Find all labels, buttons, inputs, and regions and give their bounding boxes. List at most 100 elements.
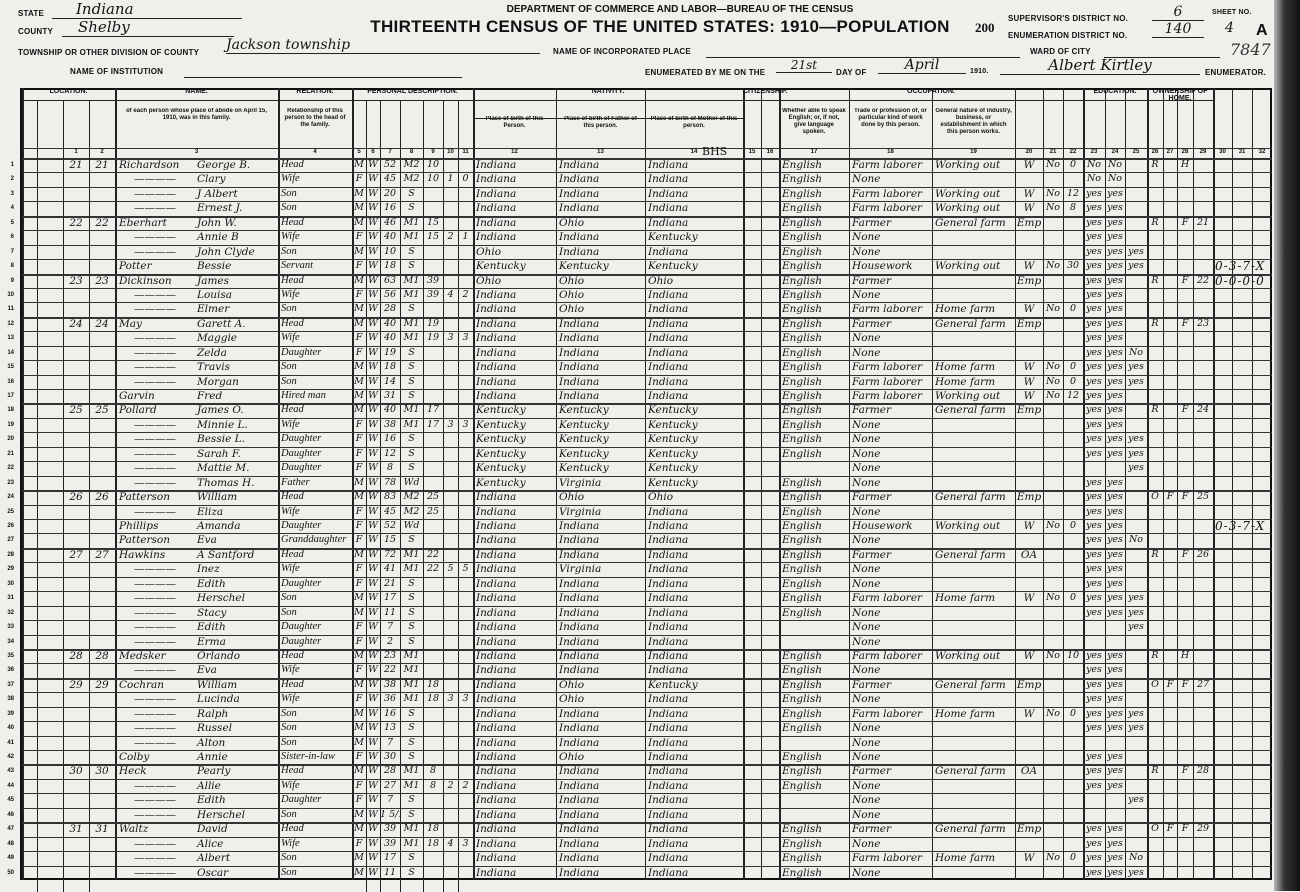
cell-farm: F: [1181, 274, 1189, 286]
cell-years-married: 8: [429, 779, 437, 791]
cell-birth: Indiana: [476, 361, 517, 374]
cell-relation: Daughter: [281, 635, 322, 647]
cell-race: W: [368, 866, 378, 878]
cell-sex: M: [354, 649, 364, 661]
cell-read: yes: [1086, 245, 1102, 257]
cell-birth: Indiana: [476, 678, 517, 691]
surname: ————: [134, 288, 176, 301]
cell-marital: S: [408, 534, 415, 546]
cell-age: 17: [383, 592, 397, 604]
column-number: 19: [970, 149, 977, 155]
cell-race: W: [368, 245, 378, 257]
line-number: 13: [7, 335, 14, 342]
cell-marital: M1: [403, 823, 420, 835]
cell-family: 30: [95, 765, 109, 778]
line-number: 16: [7, 378, 14, 385]
given-name: Amanda: [197, 520, 241, 532]
cell-dwelling: 31: [69, 823, 83, 836]
cell-father-birth: Indiana: [559, 664, 600, 677]
given-name: Stacy: [197, 606, 227, 619]
cell-marital: S: [408, 592, 415, 604]
cell-father-birth: Indiana: [559, 346, 600, 359]
column-number: 16: [766, 149, 774, 155]
cell-sex: F: [355, 779, 363, 791]
cell-industry: General farm: [935, 404, 1006, 417]
row-divider: [22, 547, 1272, 550]
cell-father-birth: Indiana: [559, 765, 600, 778]
cell-read: yes: [1086, 260, 1102, 272]
surname: ————: [134, 375, 176, 388]
surname: ————: [134, 606, 176, 619]
surname: ————: [134, 808, 176, 821]
cell-relation: Son: [281, 303, 297, 315]
cell-sex: M: [354, 245, 364, 257]
cell-employer: W: [1023, 852, 1035, 865]
cell-language: English: [782, 361, 823, 374]
cell-read: yes: [1086, 520, 1102, 531]
cell-mother-birth: Kentucky: [648, 418, 698, 431]
column-divider: [779, 88, 781, 880]
cell-sex: M: [354, 606, 364, 618]
cell-race: W: [368, 260, 378, 272]
given-name: Zelda: [197, 346, 227, 359]
row-divider: [22, 519, 1272, 520]
supervisor-district-label: SUPERVISOR'S DISTRICT NO.: [1008, 14, 1129, 23]
cell-birth: Indiana: [476, 173, 517, 186]
cell-language: English: [782, 375, 823, 388]
cell-marital: M2: [403, 491, 420, 503]
cell-marital: M1: [403, 837, 420, 849]
cell-mother-birth: Indiana: [648, 852, 689, 865]
surname: ————: [134, 693, 176, 706]
surname: ————: [134, 664, 176, 677]
cell-mother-birth: Indiana: [648, 664, 689, 677]
given-name: Albert: [197, 852, 231, 865]
cell-birth: Indiana: [476, 664, 517, 677]
line-number: 21: [7, 450, 14, 457]
cell-marital: M1: [403, 404, 420, 416]
person-name: ———— Allie: [119, 779, 276, 793]
cell-read: yes: [1086, 332, 1102, 344]
cell-age: 11: [383, 866, 397, 878]
cell-mother-birth: Indiana: [648, 375, 689, 388]
given-name: Garett A.: [197, 317, 246, 330]
cell-age: 39: [383, 837, 397, 849]
column-divider: [423, 100, 424, 892]
cell-father-birth: Indiana: [559, 837, 600, 850]
cell-weeks-out: 0: [1069, 375, 1077, 387]
column-divider: [1193, 88, 1194, 880]
cell-out-of-work: No: [1045, 707, 1061, 719]
cell-mother-birth: Indiana: [648, 592, 689, 605]
cell-relation: Daughter: [281, 447, 322, 459]
cell-relation: Son: [281, 852, 297, 864]
cell-sex: F: [355, 693, 363, 705]
cell-mother-birth: Indiana: [648, 245, 689, 258]
cell-employer: Emp: [1016, 216, 1042, 229]
column-divider: [1125, 88, 1126, 880]
column-header-father_birth: Place of birth of Father of this person.: [564, 116, 637, 129]
cell-mother-birth: Indiana: [648, 837, 689, 850]
cell-language: English: [782, 548, 823, 561]
cell-employer: W: [1023, 159, 1035, 171]
cell-out-of-work: No: [1045, 260, 1061, 272]
line-number: 27: [7, 537, 14, 544]
row-divider: [22, 822, 1272, 825]
cell-relation: Granddaughter: [281, 534, 347, 546]
cell-schedule: 28: [1196, 765, 1210, 777]
cell-trade: None: [852, 245, 881, 258]
cell-birth: Indiana: [476, 779, 517, 792]
cell-employer: Emp: [1016, 823, 1042, 836]
cell-race: W: [368, 693, 378, 705]
cell-language: English: [782, 505, 823, 518]
row-divider: [22, 172, 1272, 174]
county-label: COUNTY: [18, 27, 53, 36]
cell-out-of-work: No: [1045, 520, 1061, 531]
cell-race: W: [368, 159, 378, 170]
cell-marital: M1: [403, 274, 420, 286]
cell-read: yes: [1086, 823, 1102, 835]
line-number: 40: [7, 725, 14, 732]
row-divider: [22, 360, 1272, 362]
cell-language: English: [782, 187, 823, 200]
person-name: ———— Edith: [119, 793, 276, 807]
cell-write: yes: [1107, 664, 1123, 676]
cell-children-living: 2: [462, 288, 469, 300]
